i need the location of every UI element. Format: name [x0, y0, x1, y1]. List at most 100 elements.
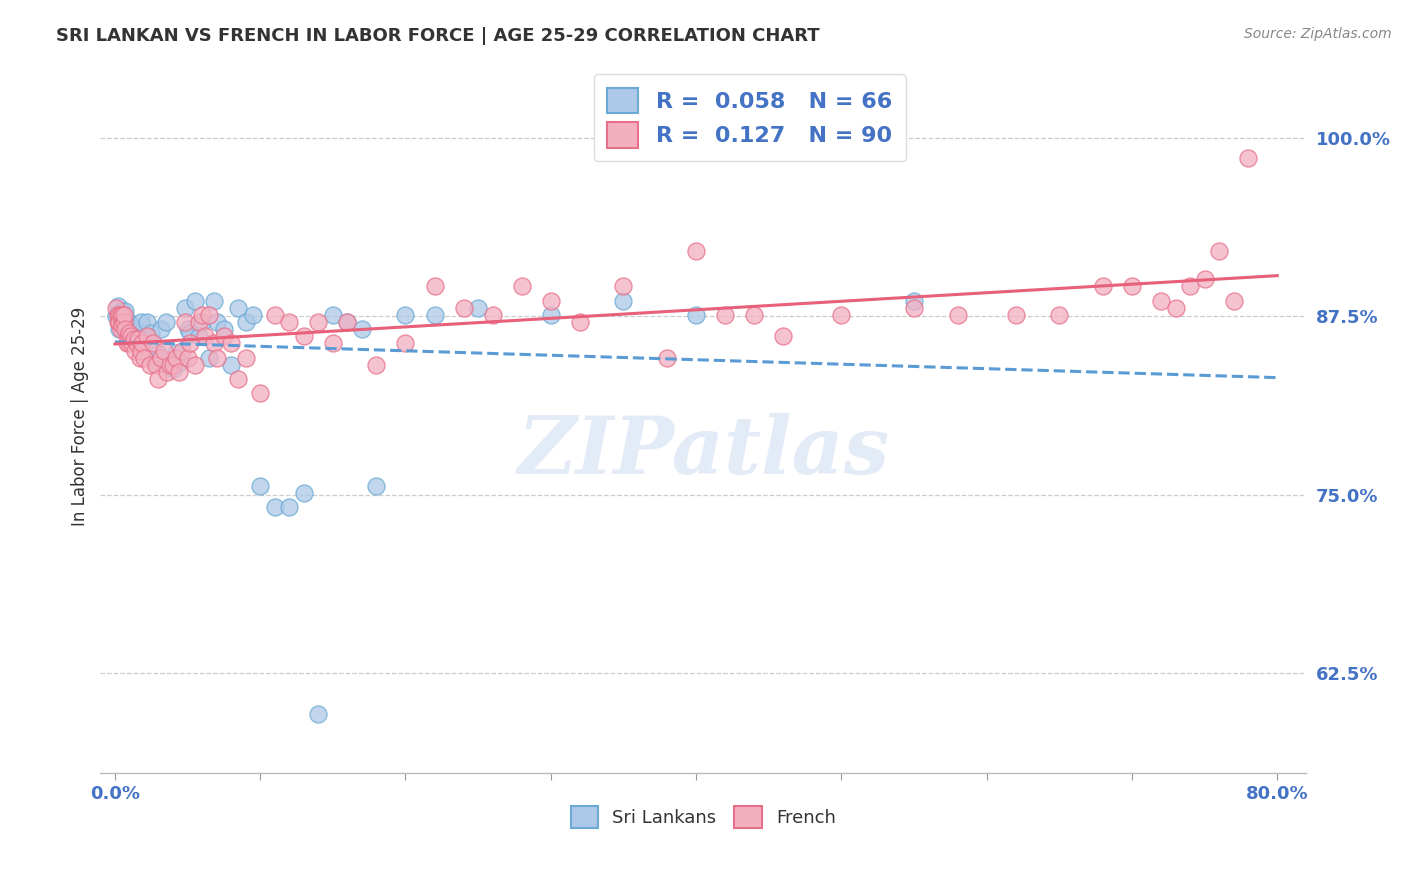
Point [117, 315, 139, 329]
Point [145, 353, 167, 368]
Point [322, 308, 344, 322]
Point [176, 322, 198, 336]
Point [125, 336, 148, 351]
Point [155, 315, 177, 329]
Point [1178, 279, 1201, 293]
Point [423, 308, 446, 322]
Point [191, 308, 214, 322]
Point [278, 315, 301, 329]
Point [336, 315, 359, 329]
Point [742, 308, 765, 322]
Point [169, 355, 191, 369]
Point [128, 351, 150, 365]
Point [481, 308, 503, 322]
Point [540, 308, 562, 322]
Point [205, 351, 228, 365]
Point [322, 336, 344, 351]
Point [108, 312, 131, 326]
Point [125, 336, 148, 351]
Point [127, 332, 149, 346]
Point [655, 351, 678, 365]
Point [122, 336, 145, 351]
Point [110, 322, 132, 336]
Point [150, 322, 173, 336]
Point [145, 358, 167, 372]
Point [228, 301, 250, 315]
Point [263, 308, 285, 322]
Point [111, 315, 134, 329]
Point [107, 315, 129, 329]
Point [110, 308, 132, 322]
Point [111, 303, 134, 318]
Point [129, 343, 152, 358]
Point [118, 322, 141, 336]
Point [292, 329, 315, 343]
Point [205, 315, 228, 329]
Point [612, 293, 634, 308]
Point [108, 315, 131, 329]
Point [167, 365, 190, 379]
Point [115, 322, 138, 336]
Point [198, 351, 221, 365]
Point [176, 351, 198, 365]
Point [202, 336, 225, 351]
Point [132, 351, 155, 365]
Point [114, 318, 136, 332]
Point [219, 358, 242, 372]
Point [249, 386, 271, 401]
Point [568, 315, 591, 329]
Point [1047, 308, 1070, 322]
Point [188, 329, 211, 343]
Point [112, 308, 135, 322]
Point [194, 329, 217, 343]
Point [108, 322, 131, 336]
Point [150, 351, 173, 365]
Point [1237, 151, 1260, 165]
Point [1164, 301, 1187, 315]
Point [1222, 293, 1244, 308]
Point [366, 479, 388, 493]
Point [242, 308, 264, 322]
Point [156, 365, 179, 379]
Point [394, 336, 416, 351]
Point [510, 279, 533, 293]
Point [307, 707, 329, 722]
Point [135, 315, 157, 329]
Point [173, 315, 195, 329]
Point [112, 315, 135, 329]
Point [110, 315, 132, 329]
Point [212, 322, 235, 336]
Point [122, 332, 145, 346]
Point [124, 322, 146, 336]
Point [173, 301, 195, 315]
Point [278, 500, 301, 515]
Point [112, 308, 135, 322]
Point [115, 336, 138, 351]
Point [118, 336, 141, 351]
Point [108, 308, 131, 322]
Point [1208, 244, 1230, 258]
Point [132, 332, 155, 346]
Y-axis label: In Labor Force | Age 25-29: In Labor Force | Age 25-29 [72, 307, 89, 525]
Point [165, 351, 187, 365]
Point [235, 351, 257, 365]
Point [1194, 272, 1216, 286]
Point [350, 322, 373, 336]
Point [159, 358, 181, 372]
Point [118, 326, 141, 341]
Point [117, 332, 139, 346]
Point [714, 308, 737, 322]
Point [612, 279, 634, 293]
Point [219, 336, 242, 351]
Point [184, 358, 207, 372]
Point [235, 315, 257, 329]
Point [946, 308, 969, 322]
Point [105, 310, 128, 324]
Point [191, 315, 214, 329]
Point [139, 358, 162, 372]
Point [107, 299, 129, 313]
Point [121, 329, 143, 343]
Point [110, 308, 132, 322]
Point [121, 336, 143, 351]
Point [142, 336, 165, 351]
